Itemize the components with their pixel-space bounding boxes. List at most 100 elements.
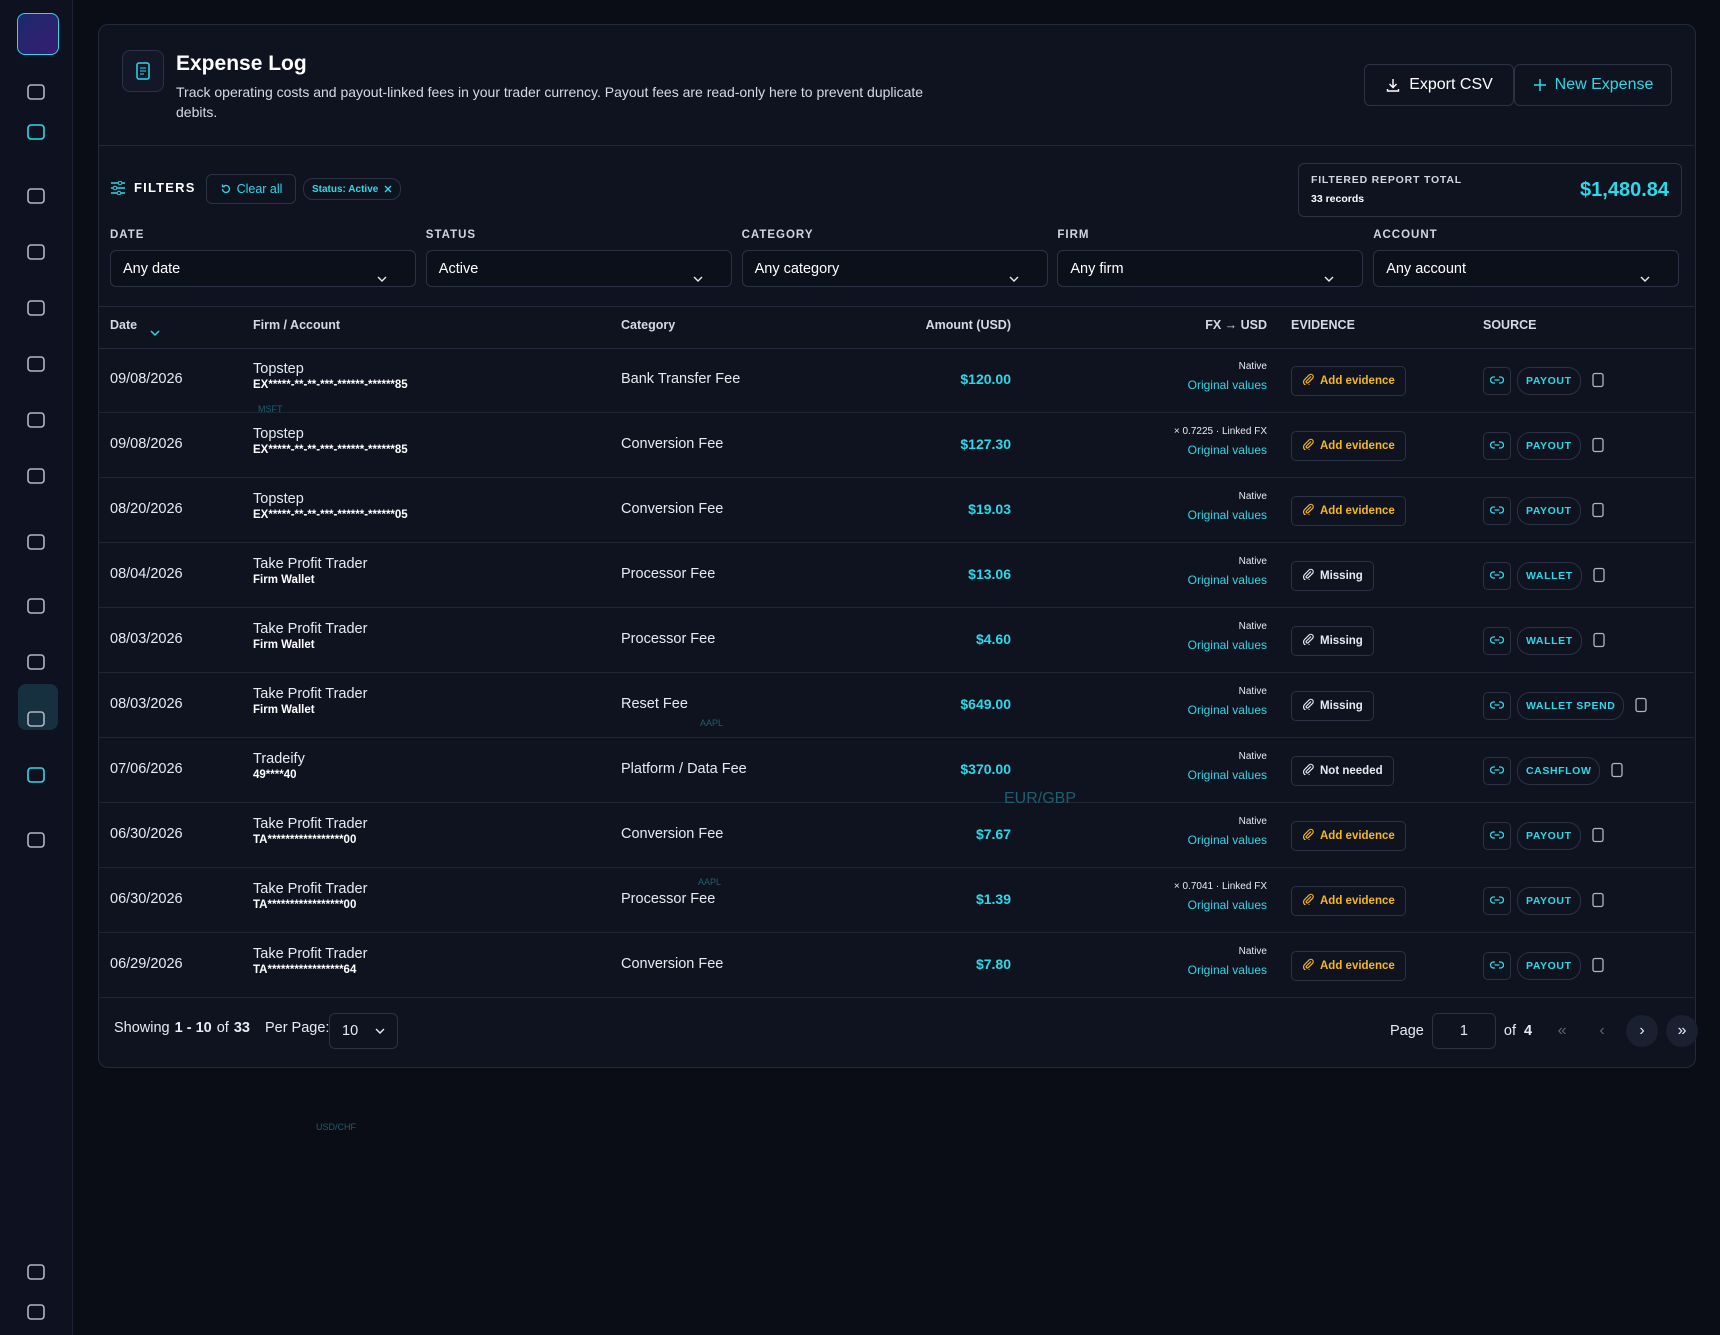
filter-select[interactable]: Active [425, 250, 732, 287]
nav-icon-svg [27, 188, 45, 204]
fx-link[interactable]: Original values [1187, 377, 1267, 392]
account-name: Firm Wallet [253, 638, 315, 651]
total-label: FILTERED REPORT TOTAL [1311, 174, 1462, 186]
clip-icon-svg [1302, 893, 1314, 907]
filter-select[interactable]: Any category [741, 250, 1048, 287]
link-button[interactable] [1483, 626, 1511, 655]
clip-icon [1302, 893, 1314, 908]
evidence-button[interactable]: Add evidence [1291, 950, 1406, 981]
category-cell: Reset Fee [621, 695, 688, 712]
next-page[interactable]: › [1626, 1015, 1659, 1047]
evidence-button[interactable]: Missing [1291, 560, 1374, 591]
download-icon [1387, 79, 1400, 92]
firm-name: Take Profit Trader [253, 880, 368, 897]
evidence-label: Missing [1320, 699, 1363, 712]
logo[interactable] [17, 13, 59, 55]
firm-name: Tradeify [253, 750, 305, 767]
doc-icon-svg [1592, 892, 1604, 907]
fx-cell: Native Original values [1188, 621, 1267, 652]
link-button[interactable] [1483, 431, 1511, 460]
link-button[interactable] [1483, 561, 1511, 590]
account-name: TA*****************00 [253, 898, 357, 911]
fx-cell: Native Original values [1188, 686, 1267, 717]
background-ticker: AAPL [698, 877, 722, 887]
link-icon [1489, 372, 1505, 390]
fx-link[interactable]: Original values [1187, 442, 1267, 457]
evidence-button[interactable]: Add evidence [1291, 820, 1406, 851]
column-header: Amount (USD) [925, 318, 1011, 332]
filter-select[interactable]: Any account [1373, 250, 1680, 287]
plus-icon [1533, 79, 1546, 91]
link-button[interactable] [1483, 886, 1511, 915]
fx-link[interactable]: Original values [1187, 702, 1267, 717]
nav-icon-svg [27, 124, 45, 140]
doc-icon-svg [1593, 632, 1605, 647]
background-ticker: MSFT [258, 404, 283, 414]
prev-page[interactable]: ‹ [1599, 1022, 1605, 1039]
date-cell: 06/30/2026 [110, 890, 183, 907]
firm-cell: Take Profit Trader TA*****************00 [253, 816, 367, 846]
link-button[interactable] [1483, 951, 1511, 980]
evidence-button[interactable]: Add evidence [1291, 430, 1406, 461]
filter-select[interactable]: Any firm [1057, 250, 1364, 287]
new-label: New Expense [1554, 76, 1654, 93]
nav-icon-svg [27, 84, 45, 100]
fx-link[interactable]: Original values [1187, 962, 1267, 977]
last-page[interactable]: » [1666, 1015, 1699, 1047]
fx-link[interactable]: Original values [1187, 832, 1267, 847]
link-icon [1489, 892, 1505, 910]
doc-icon [1591, 372, 1605, 393]
page-label: Page [1390, 1023, 1424, 1039]
evidence-label: Not needed [1320, 764, 1383, 777]
fx-link[interactable]: Original values [1187, 507, 1267, 522]
evidence-button[interactable]: Missing [1291, 625, 1374, 656]
evidence-button[interactable]: Missing [1291, 690, 1374, 721]
link-button[interactable] [1483, 691, 1511, 720]
doc-icon-svg [1592, 437, 1604, 452]
filters-icon [111, 181, 125, 195]
export-button[interactable]: Export CSV [1364, 64, 1514, 106]
evidence-button[interactable]: Add evidence [1291, 495, 1406, 526]
fx-link[interactable]: Original values [1187, 897, 1267, 912]
chevron-svg [1009, 276, 1019, 282]
date-cell: 08/03/2026 [110, 695, 183, 712]
column-header: Date [110, 318, 138, 332]
evidence-button[interactable]: Not needed [1291, 755, 1394, 786]
fx-link[interactable]: Original values [1187, 572, 1267, 587]
link-button[interactable] [1483, 496, 1511, 525]
link-button[interactable] [1483, 821, 1511, 850]
per-page-select[interactable]: 10 [329, 1013, 398, 1049]
link-button[interactable] [1483, 366, 1511, 395]
account-name: EX*****-**-**-***-******-******85 [253, 443, 408, 456]
page-value: 1 [1459, 1023, 1468, 1039]
filter-value: Any category [754, 260, 840, 277]
background-ticker: AAPL [700, 718, 724, 728]
page-input[interactable]: 1 [1431, 1013, 1496, 1049]
link-icon [1489, 437, 1505, 455]
doc-icon [1592, 567, 1606, 588]
nav-icon-svg [27, 412, 45, 428]
link-button[interactable] [1483, 756, 1511, 785]
link-icon [1489, 502, 1505, 520]
nav-icon-svg [27, 468, 45, 484]
link-icon [1489, 827, 1505, 845]
nav-icon [24, 464, 48, 493]
filter-select[interactable]: Any date [110, 250, 416, 287]
status-chip[interactable]: Status: Active [303, 178, 402, 200]
fx-link[interactable]: Original values [1187, 767, 1267, 782]
doc-icon-svg [1592, 827, 1604, 842]
fx-link[interactable]: Original values [1187, 637, 1267, 652]
category-cell: Conversion Fee [621, 500, 724, 517]
evidence-button[interactable]: Add evidence [1291, 365, 1406, 396]
first-page[interactable]: « [1557, 1022, 1567, 1039]
account-name: TA*****************64 [253, 963, 357, 976]
new-expense-button[interactable]: New Expense [1514, 64, 1672, 106]
row-divider [98, 477, 1694, 478]
clear-all-button[interactable]: Clear all [206, 174, 296, 204]
fx-cell: Native Original values [1188, 491, 1267, 522]
filter-value: Any firm [1070, 260, 1124, 277]
firm-cell: Tradeify 49****40 [253, 751, 305, 781]
evidence-button[interactable]: Add evidence [1291, 885, 1406, 916]
clear-label: Clear all [236, 182, 283, 196]
